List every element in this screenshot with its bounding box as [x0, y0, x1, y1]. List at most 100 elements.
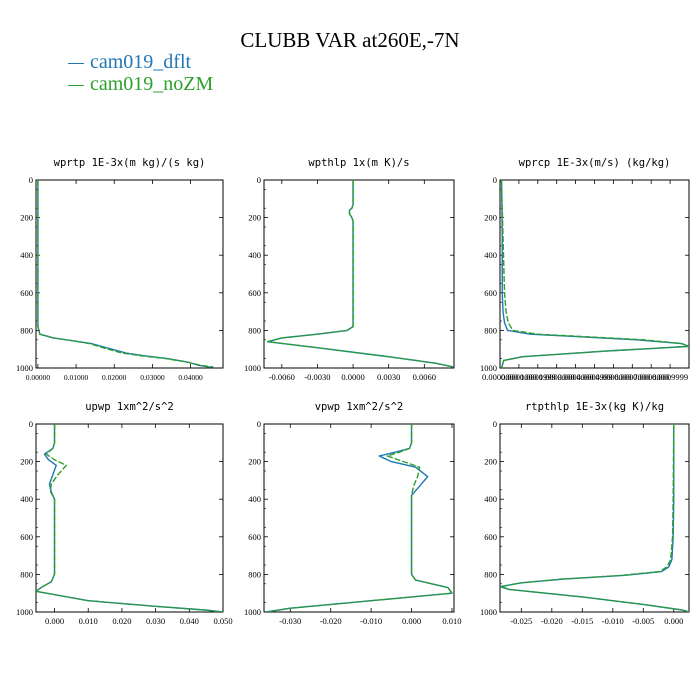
y-tick-label: 400	[248, 494, 261, 504]
x-tick-label: 0.0060	[413, 372, 436, 382]
chart-panel-4: upwp 1xm^2/s^2 0 200 400 600 800 1000 0.000 0.01…	[16, 401, 233, 626]
plot-frame	[263, 179, 455, 369]
x-tick-label: 0.0009999	[652, 372, 688, 382]
y-tick-label: 800	[20, 325, 33, 335]
legend-line-nozm	[68, 84, 84, 86]
y-tick-label: 400	[248, 250, 261, 260]
x-tick-label: 0.04000	[178, 373, 203, 382]
panel-title: upwp 1xm^2/s^2	[85, 401, 174, 413]
y-tick-label: 400	[484, 494, 497, 504]
x-tick-label: 0.040	[180, 616, 199, 626]
x-tick-label: -0.0060	[269, 372, 295, 382]
chart-panel-5: vpwp 1xm^2/s^2 0 200 400 600 800 1000 -0.030 -0.…	[244, 401, 462, 626]
y-tick-label: 0	[493, 419, 497, 429]
panel-title: wpthlp 1x(m K)/s	[308, 157, 409, 169]
plot-frame	[35, 179, 224, 369]
x-tick-label: 0.010	[79, 616, 98, 626]
y-tick-label: 800	[484, 569, 497, 579]
x-tick-label: 0.0030	[377, 372, 400, 382]
x-tick-label: 0.050	[213, 616, 232, 626]
y-tick-label: 600	[484, 532, 497, 542]
y-tick-label: 800	[20, 569, 33, 579]
y-tick-label: 0	[29, 419, 33, 429]
x-tick-label: 0.0000000	[482, 372, 518, 382]
y-tick-label: 200	[248, 213, 261, 223]
y-tick-label: 600	[20, 288, 33, 298]
x-tick-label: 0.010	[442, 616, 461, 626]
series-line-cam019_dflt	[500, 424, 689, 612]
series-line-cam019_noZM	[265, 424, 453, 612]
y-tick-label: 200	[484, 457, 497, 467]
y-tick-label: 400	[20, 494, 33, 504]
y-tick-label: 400	[484, 250, 497, 260]
y-tick-label: 1000	[480, 607, 497, 617]
x-tick-label: 0.020	[112, 616, 131, 626]
panel-title: vpwp 1xm^2/s^2	[315, 401, 404, 413]
x-tick-label: -0.0030	[304, 372, 330, 382]
x-tick-label: 0.0008000	[633, 372, 669, 382]
x-tick-label: 0.0004000	[558, 372, 594, 382]
y-tick-label: 600	[248, 288, 261, 298]
series-line-cam019_noZM	[266, 180, 454, 368]
legend-item-dflt: cam019_dflt	[68, 51, 191, 73]
x-tick-label: 0.030	[146, 616, 165, 626]
x-tick-label: 0.0000	[341, 372, 364, 382]
series-line-cam019_dflt	[265, 424, 453, 612]
series-line-cam019_dflt	[500, 180, 689, 368]
x-tick-label: 0.0006000	[595, 372, 631, 382]
y-tick-label: 600	[484, 288, 497, 298]
x-tick-label: 0.0001999	[520, 372, 556, 382]
series-line-cam019_dflt	[266, 180, 454, 368]
x-tick-label: 0.03000	[140, 373, 165, 382]
y-tick-label: 600	[20, 532, 33, 542]
plot-frame	[499, 423, 690, 613]
legend-label-dflt: cam019_dflt	[90, 51, 192, 73]
y-tick-label: 800	[248, 569, 261, 579]
series-line-cam019_noZM	[36, 424, 223, 612]
legend-line-dflt	[68, 62, 84, 64]
legend-item-nozm: cam019_noZM	[68, 73, 213, 95]
x-tick-label: -0.005	[632, 616, 654, 626]
y-tick-label: 200	[248, 457, 261, 467]
y-tick-label: 800	[248, 325, 261, 335]
x-tick-label: 0.0001000	[501, 372, 537, 382]
y-tick-label: 1000	[16, 607, 33, 617]
y-tick-label: 0	[29, 175, 33, 185]
x-tick-label: -0.020	[320, 616, 342, 626]
x-tick-label: 0.0007000	[614, 372, 650, 382]
x-tick-label: -0.020	[541, 616, 563, 626]
plot-frame	[35, 423, 224, 613]
x-tick-label: -0.015	[571, 616, 593, 626]
x-tick-label: 0.00000	[26, 373, 51, 382]
panel-title: wprcp 1E-3x(m/s) (kg/kg)	[519, 157, 671, 169]
x-tick-label: -0.010	[360, 616, 382, 626]
plot-frame	[263, 423, 455, 613]
y-tick-label: 0	[257, 419, 261, 429]
x-tick-label: -0.025	[510, 616, 532, 626]
panel-title: rtpthlp 1E-3x(kg K)/kg	[525, 401, 664, 413]
series-line-cam019_dflt	[36, 424, 223, 612]
chart-panel-3: wprcp 1E-3x(m/s) (kg/kg) 0 200 400 600 800 100…	[480, 157, 690, 382]
chart-panel-2: wpthlp 1x(m K)/s 0 200 400 600 800 1000 -0.0060…	[244, 157, 455, 382]
chart-panel-6: rtpthlp 1E-3x(kg K)/kg 0 200 400 600 800 1000 -…	[480, 401, 690, 626]
x-tick-label: 0.0003000	[539, 372, 575, 382]
figure-title: CLUBB VAR at260E,-7N	[240, 28, 460, 52]
y-tick-label: 0	[493, 175, 497, 185]
y-tick-label: 800	[484, 325, 497, 335]
legend-label-nozm: cam019_noZM	[90, 73, 214, 95]
x-tick-label: 0.01000	[64, 373, 89, 382]
series-line-cam019_noZM	[500, 424, 689, 612]
plot-frame	[499, 179, 690, 369]
x-tick-label: -0.030	[279, 616, 301, 626]
series-line-cam019_noZM	[37, 180, 214, 368]
y-tick-label: 0	[257, 175, 261, 185]
x-tick-label: 0.0004999	[576, 372, 612, 382]
y-tick-label: 400	[20, 250, 33, 260]
panel-title: wprtp 1E-3x(m kg)/(s kg)	[54, 157, 206, 169]
y-tick-label: 200	[20, 213, 33, 223]
chart-panel-1: wprtp 1E-3x(m kg)/(s kg) 0 200 400 600 800 100…	[16, 157, 224, 382]
y-tick-label: 1000	[16, 363, 33, 373]
y-tick-label: 1000	[244, 607, 261, 617]
x-tick-label: 0.000	[402, 616, 421, 626]
x-tick-label: -0.010	[602, 616, 624, 626]
